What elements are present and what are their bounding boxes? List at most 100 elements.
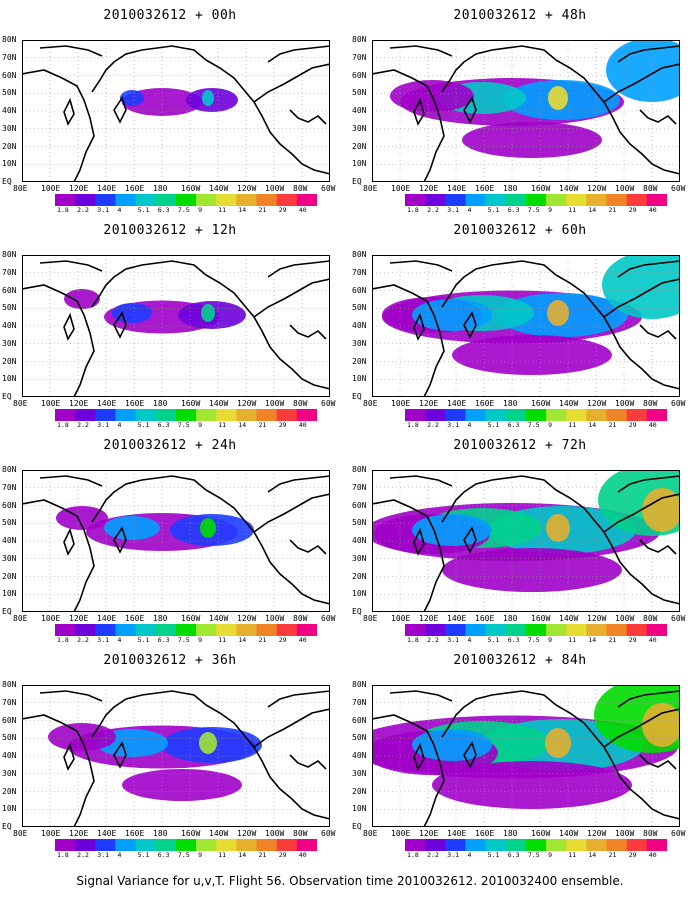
colorbar-swatch [216, 839, 237, 851]
latitude-tick-label: 30N [352, 768, 367, 778]
latitude-tick-label: 60N [352, 715, 367, 725]
coastline [267, 45, 330, 63]
variance-contour [104, 516, 160, 540]
variance-contour [202, 90, 214, 106]
figure-caption: Signal Variance for u,v,T. Flight 56. Ob… [76, 874, 624, 888]
colorbar-swatch [75, 194, 96, 206]
colorbar-swatch [55, 839, 76, 851]
coastline [253, 708, 330, 748]
colorbar-swatch [115, 409, 137, 421]
longitude-tick-label: 160W [181, 614, 201, 623]
colorbar-swatch [155, 194, 177, 206]
colorbar-label: 5.1 [487, 851, 500, 859]
longitude-tick-label: 100E [41, 614, 61, 623]
colorbar-label: 9 [548, 636, 552, 644]
colorbar-swatch [95, 624, 116, 636]
colorbar-swatch [646, 194, 667, 206]
colorbar-swatch [626, 839, 648, 851]
coastline [413, 527, 425, 556]
colorbar-swatch [135, 624, 157, 636]
longitude-tick-label: 160W [181, 399, 201, 408]
longitude-tick-label: 180 [153, 614, 168, 623]
longitude-tick-label: 140W [559, 614, 579, 623]
map-frame [22, 685, 330, 827]
latitude-tick-label: 40N [2, 321, 17, 330]
colorbar-label: 1.8 [407, 421, 419, 429]
colorbar-label: 4 [467, 421, 472, 429]
colorbar-swatch [236, 194, 258, 206]
colorbar-label: 9 [548, 206, 552, 214]
variance-contour [462, 122, 602, 158]
longitude-tick-label: 80W [643, 399, 658, 408]
colorbar-swatch [425, 409, 446, 421]
colorbar-label: 3.1 [447, 636, 460, 644]
colorbar-label: 29 [278, 851, 287, 859]
colorbar-swatch [586, 409, 608, 421]
colorbar-label: 4 [117, 851, 122, 859]
variance-contour [642, 703, 680, 747]
latitude-tick-label: 50N [2, 88, 17, 98]
latitude-tick-label: 20N [2, 141, 17, 151]
map-panel: 2010032612 + 84h 80N 70N 60N 50N 40N 30N 20N 10N… [350, 645, 690, 860]
colorbar-label: 5.1 [137, 636, 150, 644]
longitude-tick-label: 140W [209, 829, 229, 838]
coastline [463, 96, 477, 124]
colorbar-label: 5.1 [487, 636, 500, 644]
coastline [372, 284, 445, 397]
coastline [39, 45, 103, 57]
coastline [253, 493, 330, 533]
colorbar-swatch [296, 839, 317, 851]
longitude-tick-label: 140W [559, 399, 579, 408]
coastline [91, 690, 207, 738]
colorbar-swatch [525, 839, 547, 851]
colorbar-swatch [606, 839, 628, 851]
colorbar-swatch [216, 194, 237, 206]
latitude-tick-label: 40N [2, 536, 17, 545]
colorbar-label: 11 [218, 421, 227, 429]
coastline [617, 45, 680, 63]
latitude-tick-label: EQ [352, 177, 362, 186]
longitude-tick-label: 80E [13, 184, 28, 193]
map-plot [372, 685, 680, 827]
colorbar-swatch [646, 409, 667, 421]
longitude-tick-label: 80E [363, 184, 378, 193]
map-plot [22, 470, 330, 612]
longitude-tick-label: 160E [475, 829, 495, 838]
colorbar-label: 7.5 [527, 421, 540, 429]
colorbar-swatch [95, 194, 116, 206]
colorbar-label: 2.2 [427, 636, 439, 644]
colorbar-label: 11 [568, 851, 577, 859]
latitude-tick-label: 10N [2, 159, 17, 169]
longitude-tick-label: 140E [447, 614, 467, 623]
colorbar-label: 29 [628, 851, 637, 859]
panel-title: 2010032612 + 00h [103, 8, 237, 23]
longitude-tick-label: 80W [293, 184, 308, 193]
coastline [413, 742, 425, 771]
coastline [113, 311, 127, 339]
latitude-tick-label: 50N [2, 733, 17, 743]
colorbar-label: 14 [588, 636, 597, 644]
coastline [389, 45, 453, 57]
coastline [91, 475, 207, 523]
coastline [413, 312, 425, 341]
longitude-tick-label: 80E [363, 614, 378, 623]
longitude-tick-label: 160E [475, 184, 495, 193]
colorbar-swatch [465, 194, 487, 206]
colorbar-label: 7.5 [177, 421, 190, 429]
map-frame [372, 470, 680, 612]
colorbar-swatch [525, 194, 547, 206]
colorbar-label: 9 [198, 636, 202, 644]
colorbar-swatch [175, 839, 197, 851]
longitude-tick-label: 140E [97, 184, 117, 193]
coastline [205, 274, 330, 390]
colorbar-swatch [626, 194, 648, 206]
latitude-tick-label: 10N [2, 589, 17, 599]
longitude-tick-label: 140W [559, 184, 579, 193]
colorbar-swatch [135, 839, 157, 851]
colorbar-label: 3.1 [97, 636, 110, 644]
colorbar-swatch [485, 839, 507, 851]
latitude-tick-label: 30N [352, 338, 367, 348]
longitude-tick-label: 180 [503, 614, 518, 623]
coastline [463, 526, 477, 554]
longitude-tick-label: 100E [41, 399, 61, 408]
